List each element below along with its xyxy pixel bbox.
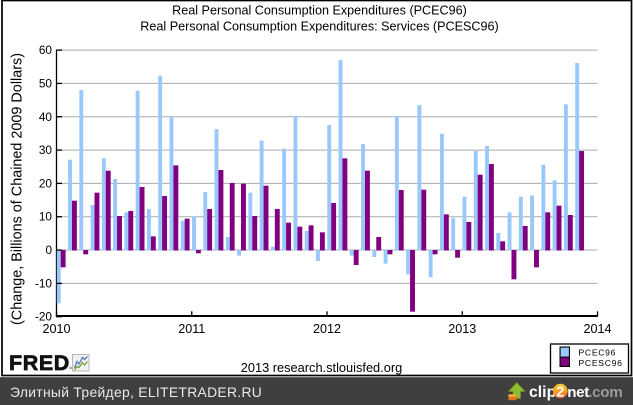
svg-text:2013: 2013 — [448, 322, 476, 336]
svg-text:.com: .com — [588, 384, 622, 401]
svg-text:2: 2 — [556, 384, 564, 400]
svg-text:10: 10 — [39, 210, 53, 224]
svg-text:net: net — [567, 384, 589, 401]
svg-text:Real Personal Consumption Expe: Real Personal Consumption Expenditures: … — [140, 20, 498, 34]
svg-text:-10: -10 — [35, 276, 52, 290]
svg-text:60: 60 — [39, 43, 53, 57]
svg-text:Real Personal Consumption Expe: Real Personal Consumption Expenditures (… — [172, 4, 467, 18]
svg-text:50: 50 — [39, 76, 53, 90]
svg-text:30: 30 — [39, 143, 53, 157]
svg-text:40: 40 — [39, 110, 53, 124]
svg-text:2012: 2012 — [313, 322, 341, 336]
svg-text:2010: 2010 — [42, 322, 70, 336]
svg-text:clip: clip — [529, 384, 556, 401]
svg-text:2013 research.stlouisfed.org: 2013 research.stlouisfed.org — [241, 360, 402, 375]
svg-text:Элитный Трейдер, ELITETRADER.R: Элитный Трейдер, ELITETRADER.RU — [10, 384, 262, 400]
svg-text:-20: -20 — [35, 310, 52, 324]
svg-text:2011: 2011 — [178, 322, 205, 336]
svg-text:2014: 2014 — [584, 322, 612, 336]
svg-text:FRED: FRED — [9, 351, 70, 375]
svg-text:20: 20 — [39, 176, 53, 190]
svg-text:PCESC96: PCESC96 — [579, 358, 623, 368]
svg-text:PCEC96: PCEC96 — [579, 347, 617, 357]
svg-text:(Change, Billions of Chained 2: (Change, Billions of Chained 2009 Dollar… — [10, 53, 26, 325]
svg-text:0: 0 — [45, 243, 52, 257]
